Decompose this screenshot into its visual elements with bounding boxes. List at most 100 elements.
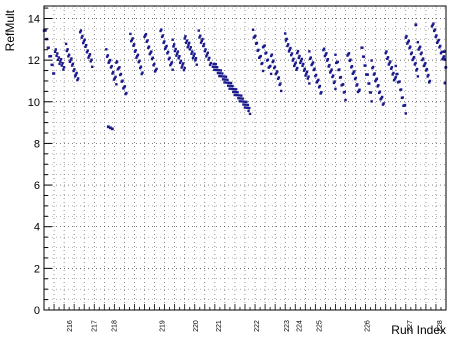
data-point [308,82,311,85]
y-axis-title: RefMult [3,9,17,51]
data-point [435,34,438,37]
data-point [248,112,252,116]
data-point [72,69,75,73]
data-point [311,61,315,64]
data-point [334,53,337,56]
data-point [242,100,246,103]
data-point [439,44,442,48]
data-point [162,41,165,45]
data-point [434,35,437,39]
data-point [85,51,89,54]
data-point [132,44,135,47]
data-point [238,100,242,103]
data-point [393,77,397,80]
y-tick-label: 12 [28,55,40,67]
data-point [358,88,361,91]
data-point [290,53,293,57]
data-point [67,53,71,56]
data-point [309,56,313,59]
data-point [443,58,447,61]
data-point [339,75,343,79]
data-point [406,42,409,45]
data-point [67,55,70,58]
data-point [190,52,193,55]
data-point [216,71,220,75]
data-point [109,66,113,69]
data-point [154,68,158,72]
data-point [191,50,194,53]
data-point [106,54,110,57]
data-point [118,66,121,69]
data-point [427,81,431,84]
data-point [228,87,231,90]
data-point [427,73,430,77]
data-point [413,63,417,66]
data-point [428,79,432,83]
data-point [312,68,316,72]
data-point [274,72,277,76]
data-point [160,28,163,31]
data-point [356,83,359,86]
data-point [384,51,387,55]
data-point [331,74,335,77]
data-point [168,56,171,60]
data-point [61,61,64,65]
data-point [425,67,429,71]
data-point [318,84,322,88]
y-axis: 0 2 4 6 8 10 12 14 [28,7,52,317]
data-point [436,41,439,45]
run-label: 225 [316,320,323,332]
data-point [338,68,341,71]
data-point [226,78,229,81]
data-point [394,64,397,68]
data-point [68,60,72,64]
data-point [302,69,306,72]
data-point [424,61,427,65]
data-point [317,78,320,82]
data-point [83,38,86,41]
grid [44,6,446,310]
data-point [176,50,180,53]
data-point [149,51,152,55]
data-point [178,61,182,65]
data-point [314,73,318,77]
data-point [229,84,232,88]
data-point [245,100,248,104]
data-point [64,42,68,46]
data-point [106,125,110,129]
data-point [403,103,407,107]
data-point [181,62,185,65]
y-tick-label: 14 [28,13,40,25]
data-point [324,53,327,56]
data-point [334,87,337,91]
run-label: 226 [365,320,372,332]
data-point [416,41,420,44]
data-point [285,37,288,41]
data-point [387,63,390,66]
data-point [205,55,208,58]
data-point [171,68,174,71]
data-point [323,54,327,58]
data-point [205,53,209,56]
data-point [350,64,354,68]
data-point [194,56,198,60]
data-point [71,62,75,66]
data-point [443,50,446,53]
data-point [240,100,244,103]
data-point [287,43,290,46]
data-point [349,58,352,61]
run-label: 222 [254,320,261,332]
data-point [179,59,183,63]
data-point [232,87,236,91]
data-point [432,29,436,33]
data-point [194,59,197,62]
data-point [58,62,61,66]
data-point [52,72,56,75]
data-point [412,55,416,59]
x-axis: 216 217 218 219 220 221 222 223 224 225 226 227 228 [43,304,447,332]
data-point [422,64,426,68]
data-point [271,60,274,64]
data-point [310,63,313,67]
run-label: 219 [160,320,167,332]
data-point [431,23,434,27]
